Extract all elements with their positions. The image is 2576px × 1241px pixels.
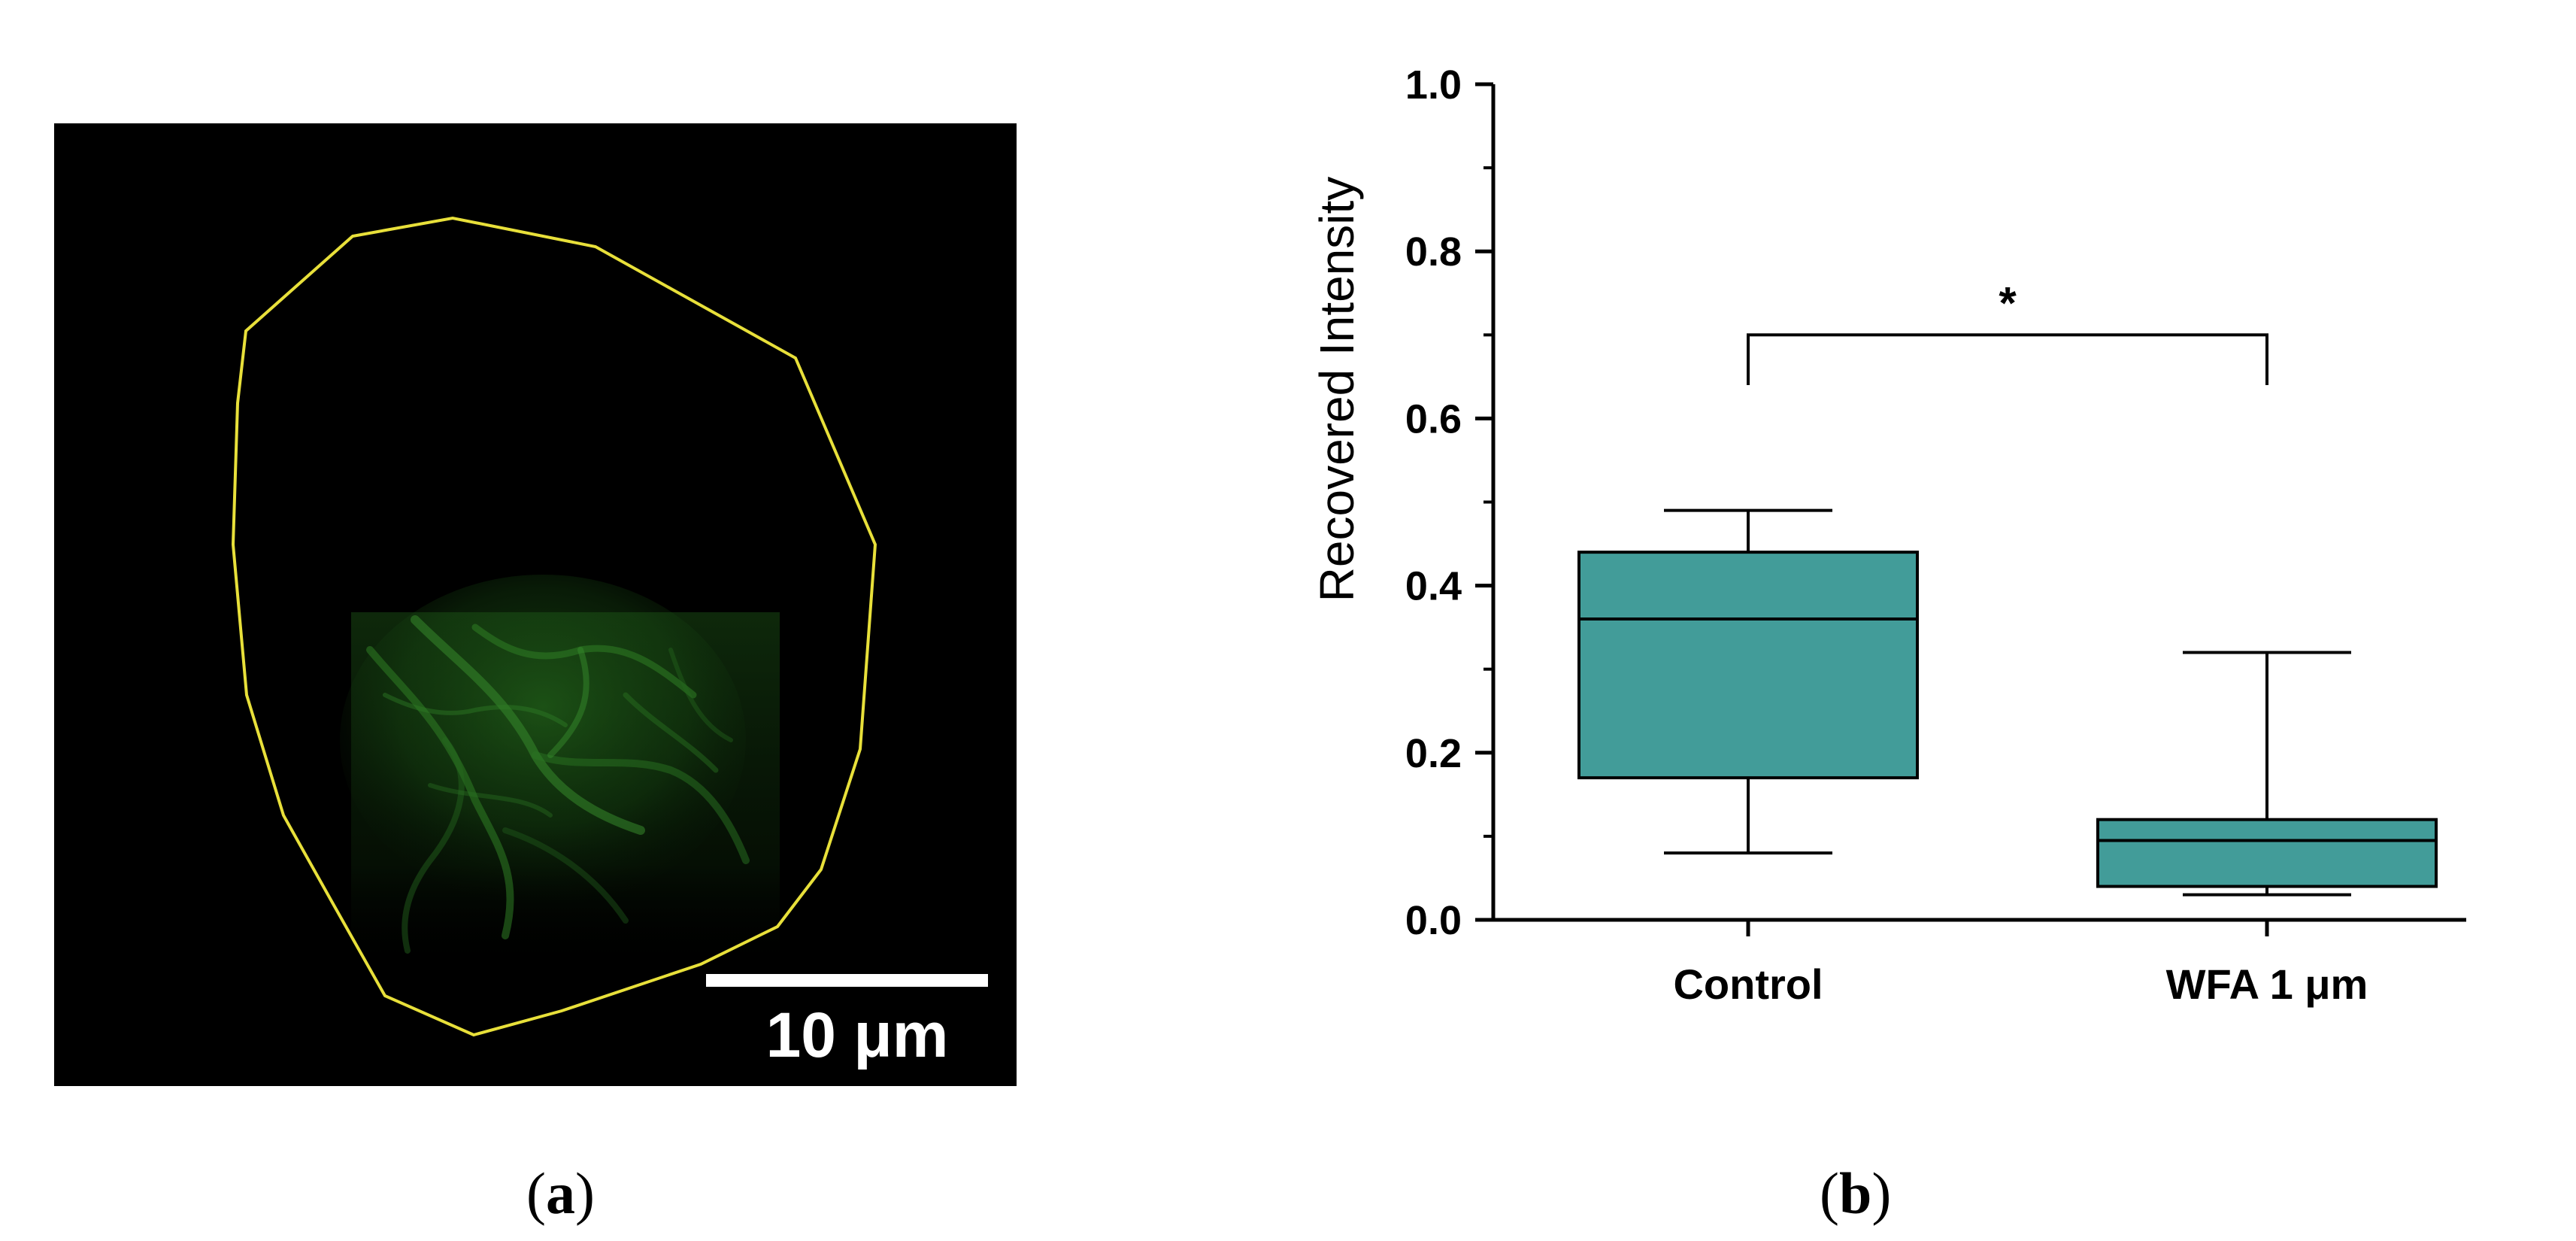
panel-label-b-open: (: [1820, 1161, 1839, 1226]
panel-label-a: (a): [526, 1164, 595, 1223]
panel-label-a-open: (: [526, 1161, 546, 1226]
y-tick-label: 1.0: [1405, 62, 1462, 108]
y-tick-label: 0.0: [1405, 898, 1462, 943]
y-tick-label: 0.4: [1405, 564, 1462, 609]
significance-marker: *: [1999, 278, 2017, 328]
scale-bar-label: 10 μm: [765, 1000, 949, 1070]
panel-label-a-letter: a: [545, 1161, 575, 1226]
filament-network: [366, 615, 750, 954]
box-1: [1577, 551, 1919, 780]
x-category-label: Control: [1673, 960, 1823, 1008]
panel-label-b: (b): [1820, 1164, 1891, 1223]
panel-label-b-letter: b: [1838, 1161, 1872, 1226]
significance-bracket: [1747, 333, 2268, 385]
box-2: [2096, 818, 2438, 888]
y-tick-label: 0.2: [1405, 731, 1462, 776]
panel-label-b-close: ): [1871, 1161, 1892, 1226]
y-tick-label: 0.8: [1405, 229, 1462, 275]
y-axis-title: Recovered Intensity: [1310, 177, 1364, 602]
scale-bar: [706, 974, 988, 987]
microscopy-image: [54, 123, 1017, 1086]
y-tick-label: 0.6: [1405, 396, 1462, 441]
x-category-label: WFA 1 μm: [2166, 960, 2368, 1008]
cell-outline: [231, 216, 877, 1037]
microscopy-drawing: [231, 216, 988, 1037]
panel-label-a-close: ): [574, 1161, 595, 1226]
